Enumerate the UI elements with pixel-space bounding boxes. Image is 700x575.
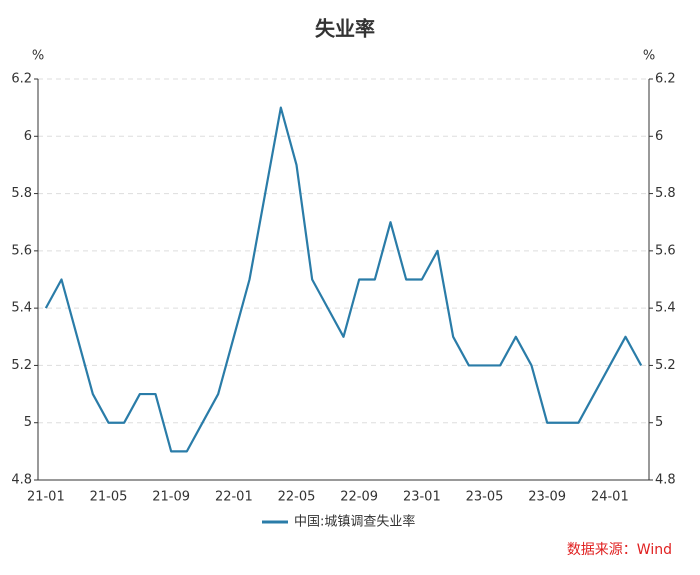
x-tick-label: 21-05 [90, 490, 128, 505]
y2-tick-label: 6.2 [655, 72, 676, 87]
x-tick-label: 22-01 [215, 490, 253, 505]
x-tick-label: 24-01 [591, 490, 629, 505]
y-tick-label: 5 [24, 415, 32, 430]
y2-tick-label: 4.8 [655, 473, 676, 488]
y-tick-label: 5.8 [11, 186, 32, 201]
x-tick-label: 23-01 [403, 490, 441, 505]
source: 数据来源：Wind [567, 542, 672, 558]
x-tick-label: 22-09 [340, 490, 378, 505]
y-tick-label: 5.4 [11, 301, 32, 316]
y-tick-label: 5.6 [11, 243, 32, 258]
x-tick-label: 23-05 [466, 490, 504, 505]
y2-tick-label: 6 [655, 129, 663, 144]
x-tick-label: 23-09 [528, 490, 566, 505]
y2-tick-label: 5.2 [655, 358, 676, 373]
x-tick-label: 21-01 [27, 490, 65, 505]
y-tick-label: 4.8 [11, 473, 32, 488]
y2-tick-label: 5.4 [655, 301, 676, 316]
y2-tick-label: 5 [655, 415, 663, 430]
y2-tick-label: 5.6 [655, 243, 676, 258]
y-tick-label: 5.2 [11, 358, 32, 373]
legend-label: 中国:城镇调查失业率 [294, 514, 415, 530]
y-tick-label: 6 [24, 129, 32, 144]
y2-tick-label: 5.8 [655, 186, 676, 201]
x-tick-label: 21-09 [152, 490, 190, 505]
x-tick-label: 22-05 [278, 490, 316, 505]
chart-title: 失业率 [315, 17, 375, 41]
y-tick-label: 6.2 [11, 72, 32, 87]
y2-unit: % [643, 49, 655, 64]
data-line [44, 106, 643, 453]
y-unit: % [32, 49, 44, 64]
